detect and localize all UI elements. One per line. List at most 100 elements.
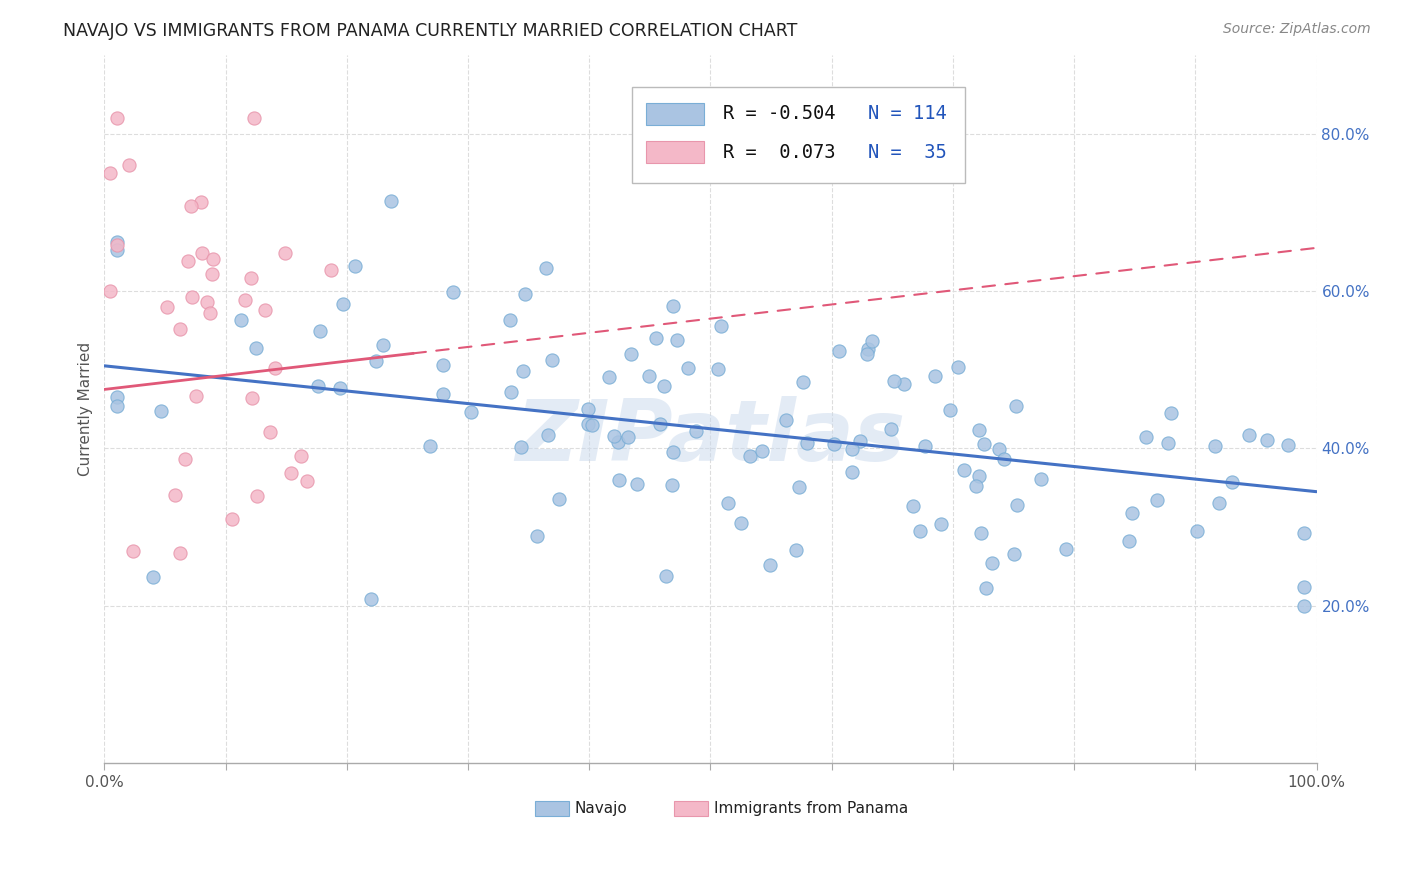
Point [823,437,845,451]
Point [707,361,730,376]
Point [1204,439,1226,453]
Point [432,386,454,401]
Point [432,359,454,373]
Point [1220,475,1243,489]
Text: Navajo: Navajo [575,801,627,816]
Point [908,524,931,538]
Point [1118,534,1140,549]
Point [513,287,536,301]
Point [661,477,683,491]
Point [191,246,214,260]
Bar [673,800,709,816]
Point [792,376,814,390]
Point [329,381,352,395]
Point [644,331,666,345]
Point [180,198,202,212]
Point [796,435,818,450]
Point [105,243,128,257]
Point [1146,493,1168,508]
Point [499,313,522,327]
Point [662,444,685,458]
Point [1294,580,1316,594]
Point [967,423,990,437]
Point [229,313,252,327]
Point [105,390,128,404]
Point [460,405,482,419]
Point [1002,547,1025,561]
Point [441,285,464,299]
Point [122,544,145,558]
Point [512,364,534,378]
Point [710,318,733,333]
Point [526,529,548,543]
Text: R =  0.073: R = 0.073 [723,143,835,161]
Point [946,359,969,374]
Point [240,391,263,405]
Point [290,449,312,463]
Point [967,468,990,483]
Point [880,422,903,436]
Point [576,417,599,431]
Point [1135,430,1157,444]
Point [598,369,620,384]
Point [307,378,329,392]
Point [883,374,905,388]
Point [501,384,523,399]
Point [855,347,877,361]
Text: N =  35: N = 35 [868,143,946,161]
Point [360,592,382,607]
Point [1294,599,1316,614]
Point [607,473,630,487]
Point [541,353,564,368]
Point [1121,507,1143,521]
Text: ZIPatlas: ZIPatlas [516,396,905,479]
Point [280,466,302,480]
Point [536,260,558,275]
Point [221,512,243,526]
Point [309,324,332,338]
Point [785,543,807,558]
Y-axis label: Currently Married: Currently Married [79,342,93,476]
Point [1029,472,1052,486]
Point [652,378,675,392]
Point [914,439,936,453]
Point [860,334,883,348]
Point [364,354,387,368]
Point [787,481,810,495]
Point [603,429,626,443]
Point [893,376,915,391]
Bar [647,103,704,125]
Point [254,303,277,318]
Point [100,166,122,180]
Point [993,452,1015,467]
Point [169,546,191,560]
Point [970,525,993,540]
Point [156,300,179,314]
Point [841,465,863,479]
Point [901,500,924,514]
Bar [647,141,704,163]
Point [607,434,630,449]
Point [332,297,354,311]
Point [1277,437,1299,451]
Point [343,259,366,273]
FancyBboxPatch shape [631,87,965,183]
Point [419,439,441,453]
Text: N = 114: N = 114 [868,104,946,123]
Point [509,441,531,455]
Text: R = -0.504: R = -0.504 [723,104,835,123]
Point [828,344,851,359]
Point [685,424,707,438]
Point [617,430,640,444]
Point [198,305,221,319]
Point [1208,495,1230,509]
Point [117,158,139,172]
Point [751,443,773,458]
Point [165,487,187,501]
Point [548,492,571,507]
Text: NAVAJO VS IMMIGRANTS FROM PANAMA CURRENTLY MARRIED CORRELATION CHART: NAVAJO VS IMMIGRANTS FROM PANAMA CURRENT… [63,22,797,40]
Point [190,194,212,209]
Point [1256,433,1278,447]
Point [105,238,128,252]
Point [973,436,995,450]
